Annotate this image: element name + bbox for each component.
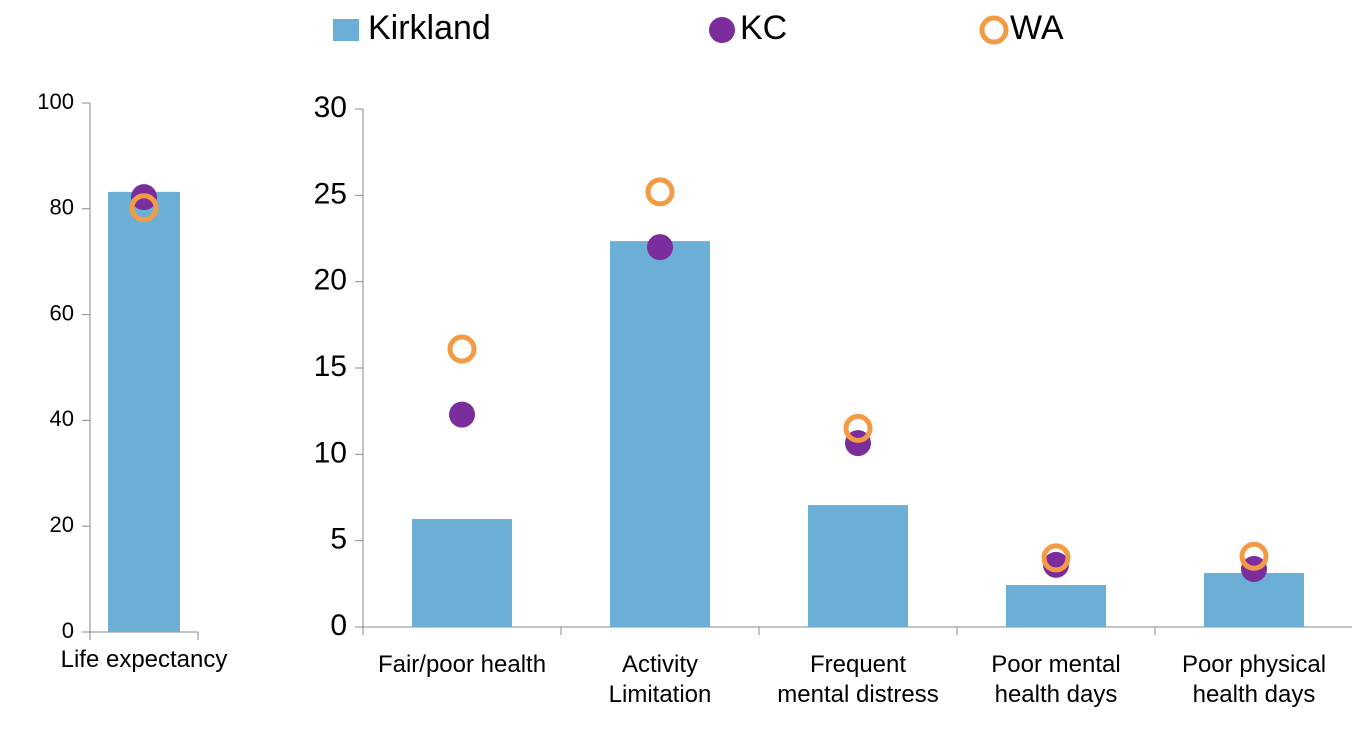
y-tick-label: 20	[50, 512, 74, 537]
x-tick-label: Fair/poor health	[377, 651, 547, 678]
y-tick-label: 5	[330, 523, 347, 556]
bar	[808, 505, 908, 627]
ring	[645, 177, 675, 207]
y-tick-label: 100	[37, 89, 74, 114]
legend-swatch	[709, 17, 735, 43]
ring	[129, 193, 159, 223]
y-tick-label: 30	[314, 91, 347, 124]
y-tick-label: 15	[314, 350, 347, 383]
x-tick-label: Poor mental health days	[991, 651, 1121, 708]
dot	[647, 234, 673, 261]
y-tick-label: 0	[62, 618, 74, 643]
y-tick-label: 0	[330, 609, 347, 642]
y-tick-label: 60	[50, 300, 74, 325]
y-tick-label: 20	[314, 264, 347, 297]
ring	[447, 334, 477, 364]
bar	[412, 519, 512, 627]
y-tick-label: 40	[50, 406, 74, 431]
legend-label: WA	[1010, 9, 1064, 47]
bar	[610, 241, 710, 627]
ring	[1041, 543, 1071, 573]
ring	[1239, 541, 1269, 571]
dot	[1043, 551, 1069, 578]
dot	[449, 401, 475, 428]
bar	[108, 191, 180, 632]
x-tick-label: Poor physical health days	[1181, 651, 1327, 708]
x-tick-label: Activity Limitation	[608, 651, 712, 708]
y-tick-label: 25	[314, 177, 347, 210]
ring	[843, 413, 873, 443]
x-tick-label: Frequent mental distress	[777, 651, 939, 708]
y-tick-label: 10	[314, 436, 347, 469]
y-tick-label: 80	[50, 195, 74, 220]
legend-swatch	[979, 15, 1009, 45]
bar	[1006, 585, 1106, 627]
legend-label: Kirkland	[368, 9, 491, 47]
legend-label: KC	[740, 9, 787, 47]
legend-swatch	[333, 19, 359, 41]
x-tick-label: Life expectancy	[60, 646, 228, 673]
